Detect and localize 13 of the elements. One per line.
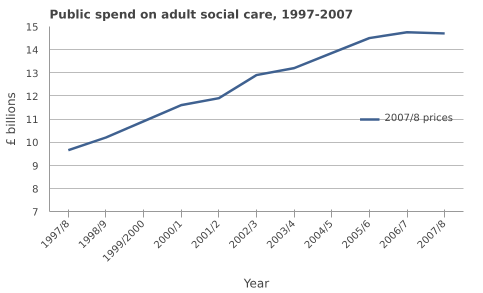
y-tick-label: 8 [32,184,39,196]
y-tick-label: 15 [26,22,39,34]
y-axis-title: £ billions [4,92,18,146]
chart-title: Public spend on adult social care, 1997-2007 [50,8,354,22]
y-tick-label: 7 [32,208,39,218]
y-tick-label: 10 [26,138,39,150]
y-tick-label: 13 [26,68,39,80]
y-tick-label: 11 [26,115,39,126]
x-axis-title: Year [242,276,270,290]
legend-label: 2007/8 prices [384,113,453,124]
y-tick-label: 14 [26,46,39,57]
y-tick-label: 9 [32,161,39,172]
y-tick-label: 12 [26,92,39,103]
